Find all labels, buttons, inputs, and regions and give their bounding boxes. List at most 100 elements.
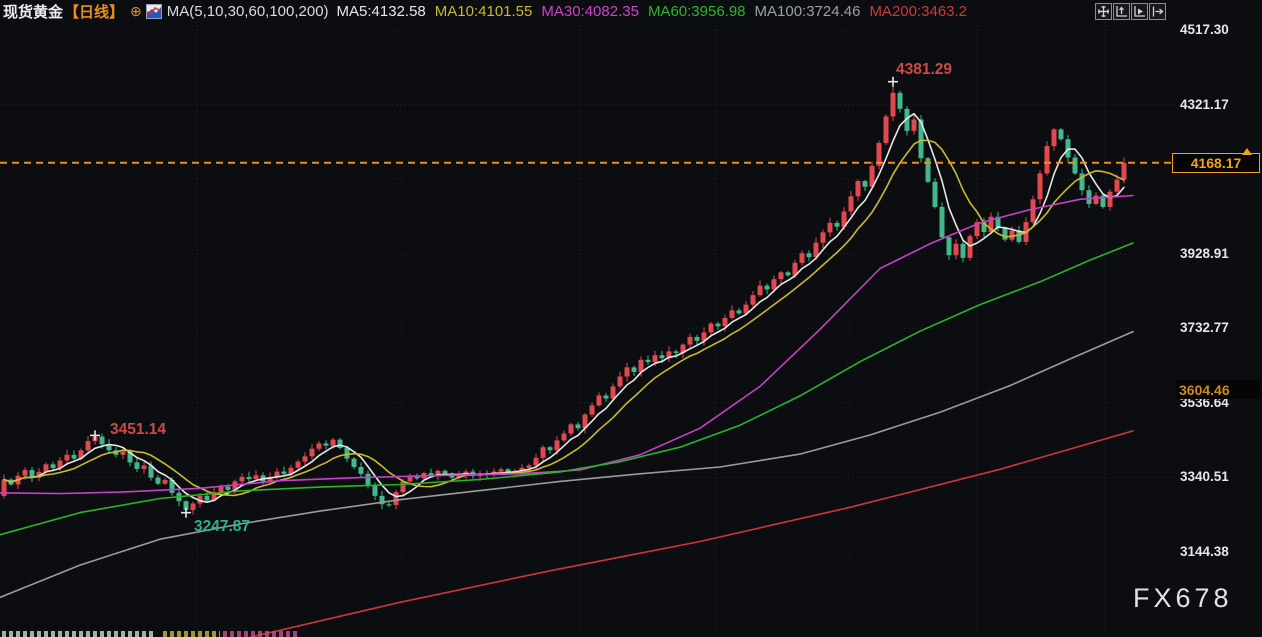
candle-body (869, 165, 875, 187)
ma-value-0: MA5:4132.58 (336, 2, 426, 20)
candle-body (1114, 179, 1120, 192)
candle-body (701, 332, 707, 341)
candle-body (540, 447, 546, 458)
ma-value-5: MA200:3463.2 (869, 2, 968, 20)
candle-body (29, 470, 35, 478)
ma30-line (0, 194, 1134, 495)
candle-body (1093, 195, 1099, 204)
candle-body (379, 495, 385, 505)
candle-body (78, 450, 84, 459)
candle-body (680, 344, 686, 353)
axis-label-4517.30: 4517.30 (1180, 22, 1229, 37)
chart-header: 现货黄金 【日线】 ⊕ MA(5,10,30,60,100,200) MA5:4… (3, 1, 976, 21)
candle-body (981, 222, 987, 233)
candle-body (1044, 146, 1050, 174)
candle-body (246, 476, 252, 480)
candle-body (925, 158, 931, 182)
pan-right-icon[interactable] (1149, 3, 1166, 20)
axis-label-3928.91: 3928.91 (1180, 245, 1229, 261)
candle-body (953, 243, 959, 256)
candle-body (302, 456, 308, 462)
candle-body (596, 395, 602, 406)
candle-body (274, 471, 280, 477)
candle-body (1107, 191, 1113, 207)
candle-body (225, 486, 231, 490)
candle-body (505, 469, 511, 474)
candle-body (120, 451, 126, 455)
candle-body (386, 504, 392, 506)
candle-body (155, 477, 161, 484)
candle-body (330, 439, 336, 446)
candle-body (169, 479, 175, 493)
candle-body (106, 444, 112, 451)
candle-body (687, 336, 693, 345)
candle-body (498, 469, 504, 472)
candle-body (645, 359, 651, 363)
candle-body (1016, 230, 1022, 242)
candle-body (554, 440, 560, 451)
candle-body (43, 464, 49, 472)
candle-body (631, 367, 637, 372)
candle-body (211, 492, 217, 501)
add-indicator-icon[interactable]: ⊕ (130, 2, 142, 19)
candle-body (848, 196, 854, 212)
candle-body (393, 492, 399, 506)
candle-body (36, 471, 42, 478)
candle-body (470, 471, 476, 477)
ma-value-4: MA100:3724.46 (754, 2, 861, 20)
candle-body (400, 481, 406, 493)
candle-body (603, 395, 609, 399)
axis-label-3144.38: 3144.38 (1180, 544, 1229, 559)
candle-body (722, 317, 728, 327)
candle-body (1037, 173, 1043, 200)
candle-body (281, 471, 287, 474)
candle-body (736, 310, 742, 314)
axis-play-icon[interactable] (1131, 3, 1148, 20)
price-annotation: 3247.87 (194, 518, 250, 535)
axis-scale-up-icon[interactable] (1113, 3, 1130, 20)
candle-body (1072, 157, 1078, 174)
candle-body (666, 351, 672, 359)
candle-body (267, 476, 273, 482)
candle-body (582, 414, 588, 429)
chart-type-icon[interactable] (145, 3, 162, 19)
candle-body (1009, 230, 1015, 240)
candle-body (841, 211, 847, 227)
candle-body (141, 465, 147, 469)
candle-body (904, 108, 910, 131)
candle-body (85, 441, 91, 451)
candle-body (1086, 190, 1092, 204)
candle-body (358, 466, 364, 474)
candle-body (351, 458, 357, 467)
candle-body (99, 436, 105, 445)
candle-body (960, 243, 966, 258)
candle-body (1121, 162, 1127, 180)
candle-body (778, 272, 784, 280)
candle-body (162, 479, 168, 484)
candle-body (561, 433, 567, 441)
candle-body (323, 443, 329, 446)
symbol-name: 现货黄金 (3, 3, 64, 21)
candle-body (547, 447, 553, 451)
candle-body (127, 451, 133, 463)
candle-body (855, 181, 861, 197)
candle-body (414, 475, 420, 479)
candle-body (988, 216, 994, 233)
candle-body (309, 448, 315, 457)
move-crosshair-icon[interactable] (1095, 3, 1112, 20)
candle-body (820, 232, 826, 243)
candle-body (533, 457, 539, 466)
candle-body (64, 454, 70, 461)
candle-body (22, 470, 28, 476)
axis-label-4321.17: 4321.17 (1180, 96, 1229, 112)
candle-body (519, 467, 525, 471)
ma200-line (249, 430, 1134, 637)
timeframe-label: 【日线】 (64, 3, 125, 21)
candle-body (806, 253, 812, 258)
candle-body (148, 465, 154, 478)
candle-body (883, 116, 889, 144)
candle-body (974, 222, 980, 237)
ma10-line (3, 139, 1125, 497)
candle-body (939, 206, 945, 238)
